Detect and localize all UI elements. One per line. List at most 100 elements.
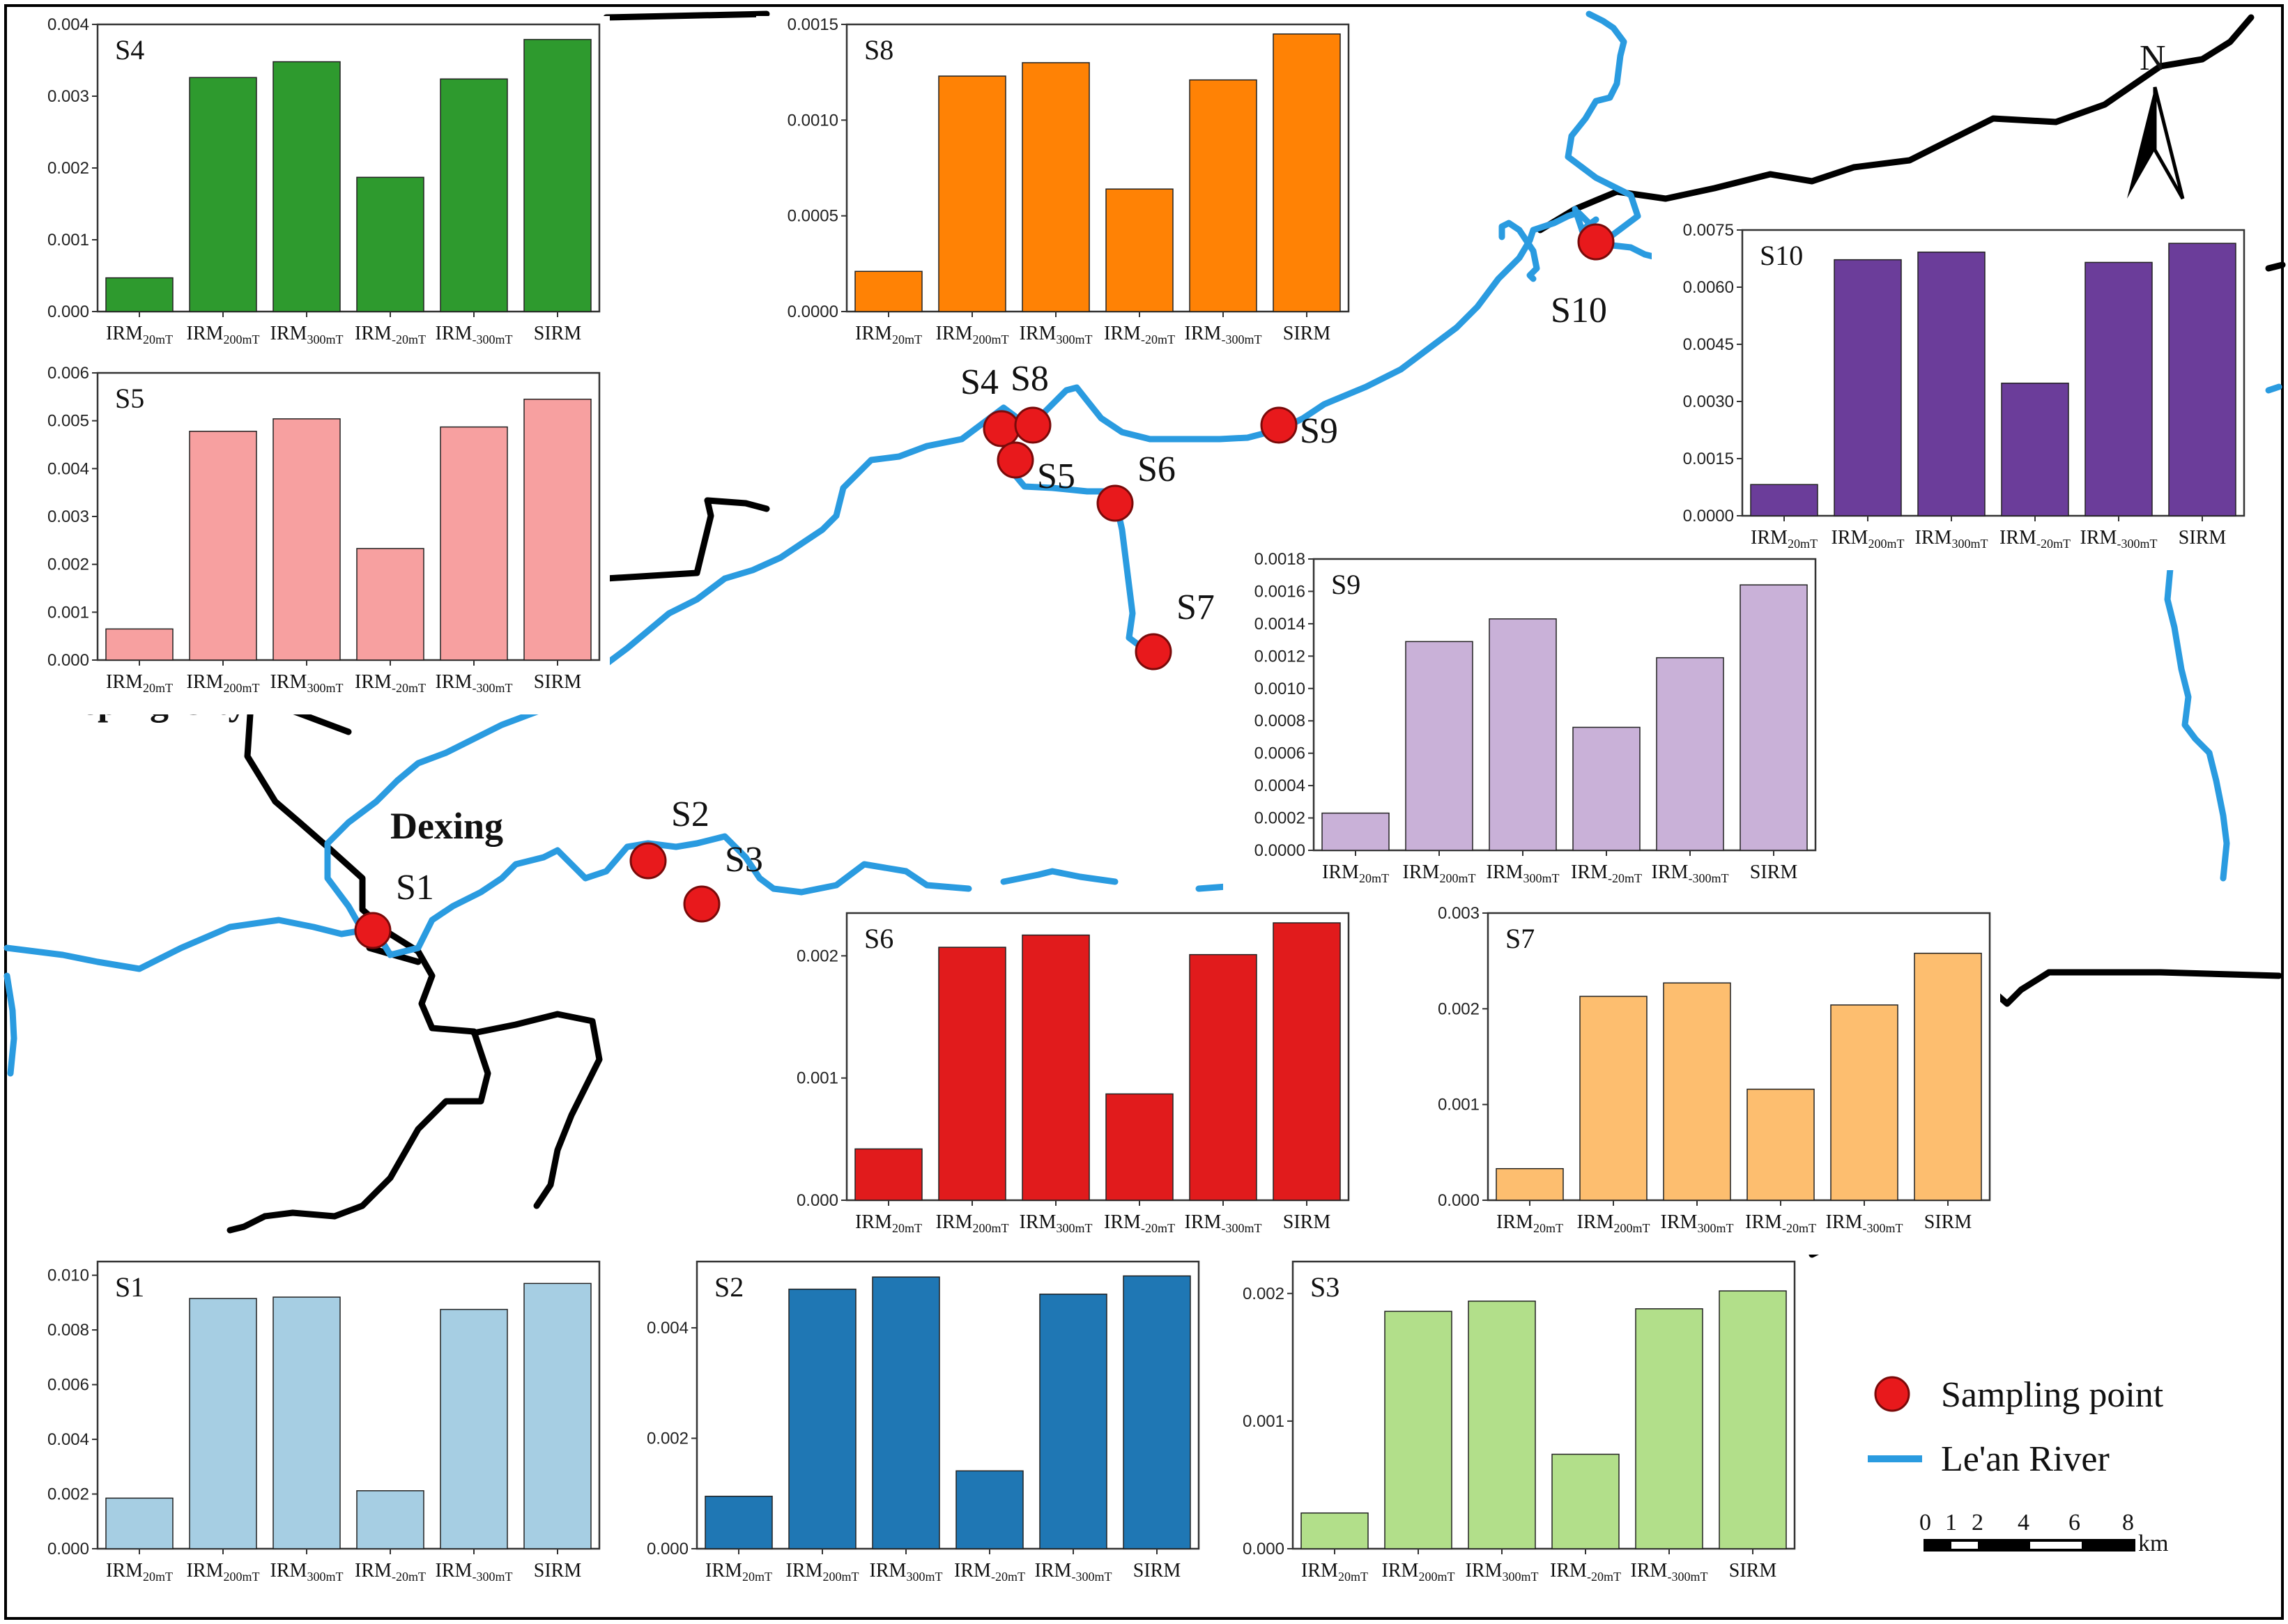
sampling-point-s4 — [983, 410, 1020, 447]
y-tick-label: 0.0006 — [1254, 744, 1305, 763]
bar-s10-4 — [2001, 383, 2069, 516]
x-tick-label: IRM200mT — [936, 323, 1009, 346]
city-label-dexing: Dexing — [390, 805, 503, 847]
x-tick-label: IRM20mT — [1496, 1211, 1563, 1235]
x-tick-label: IRM-20mT — [1745, 1211, 1816, 1235]
y-tick-label: 0.002 — [47, 556, 89, 574]
scale-tick-6: 6 — [2068, 1510, 2080, 1535]
y-tick-label: 0.001 — [47, 231, 89, 250]
y-tick-label: 0.006 — [47, 364, 89, 383]
chart-s6: S6 0.000 0.001 0.002 IRM20mT IRM200mT IRM300mT… — [756, 905, 1359, 1255]
x-tick-label: IRM200mT — [187, 1560, 260, 1584]
bar-s10-2 — [1834, 259, 1902, 516]
bar-s7-1 — [1496, 1167, 1564, 1201]
bar-s1-4 — [356, 1490, 424, 1549]
x-tick-label: IRM20mT — [855, 1211, 922, 1235]
scale-unit: km — [2138, 1531, 2168, 1556]
x-tick-label: IRM300mT — [1020, 323, 1093, 346]
x-tick-label: IRM-20mT — [1571, 861, 1642, 885]
bar-s10-5 — [2084, 261, 2153, 516]
bar-s4-2 — [189, 77, 257, 312]
bar-s1-1 — [105, 1497, 174, 1549]
bar-s5-5 — [440, 426, 508, 661]
y-tick-label: 0.0015 — [788, 15, 838, 34]
y-tick-label: 0.001 — [1438, 1096, 1480, 1114]
y-tick-label: 0.000 — [797, 1191, 838, 1210]
bar-s6-1 — [854, 1148, 923, 1201]
bar-s8-1 — [854, 270, 923, 312]
sampling-point-s5 — [997, 441, 1034, 479]
y-tick-label: 0.0000 — [1683, 507, 1734, 526]
x-tick-label: IRM-300mT — [1185, 323, 1262, 346]
chart-s5: S5 0.000 0.001 0.002 0.003 0.004 0.005 0.006 IRM… — [7, 364, 610, 714]
x-tick-label: IRM200mT — [936, 1211, 1009, 1235]
chart-title: S2 — [714, 1271, 744, 1303]
x-tick-label: SIRM — [1729, 1560, 1777, 1581]
y-tick-label: 0.002 — [47, 159, 89, 178]
sampling-point-s3 — [683, 885, 721, 923]
map-label-s1: S1 — [396, 868, 434, 907]
x-tick-label: SIRM — [534, 1560, 582, 1581]
map-label-s2: S2 — [671, 795, 709, 834]
chart-title: S3 — [1310, 1271, 1339, 1303]
y-tick-label: 0.0014 — [1254, 615, 1305, 634]
chart-title: S4 — [115, 34, 144, 66]
y-tick-label: 0.003 — [47, 87, 89, 106]
x-tick-label: IRM-300mT — [1826, 1211, 1903, 1235]
chart-s10: S10 0.0000 0.0015 0.0030 0.0045 0.0060 0.0075 I… — [1652, 221, 2255, 570]
bar-s7-6 — [1914, 952, 1982, 1201]
scale-tick-8: 8 — [2122, 1510, 2134, 1535]
bar-s8-2 — [938, 75, 1006, 312]
y-tick-label: 0.002 — [797, 947, 838, 965]
legend-point-icon — [1874, 1376, 1910, 1412]
north-label: N — [2140, 38, 2166, 78]
x-tick-label: IRM200mT — [786, 1560, 859, 1584]
chart-s2: S2 0.000 0.002 0.004 IRM20mT IRM200mT IRM300mT… — [606, 1253, 1209, 1603]
bar-s8-4 — [1105, 188, 1174, 312]
y-tick-label: 0.0015 — [1683, 450, 1734, 468]
plot-frame — [96, 1260, 601, 1550]
y-tick-label: 0.0060 — [1683, 278, 1734, 297]
sample-labels: S1 S2 S3 S4 S8 S5 S6 S7 S9 S10 — [396, 291, 1607, 907]
bar-s5-3 — [272, 418, 341, 661]
x-tick-label: IRM300mT — [1915, 527, 1988, 551]
y-tick-label: 0.0012 — [1254, 647, 1305, 666]
y-tick-label: 0.005 — [47, 412, 89, 431]
sampling-point-s1 — [354, 912, 392, 949]
bar-s2-3 — [872, 1276, 940, 1549]
y-tick-label: 0.000 — [647, 1540, 689, 1558]
bar-s4-5 — [440, 78, 508, 312]
x-tick-label: IRM20mT — [106, 1560, 173, 1584]
y-tick-label: 0.002 — [1243, 1285, 1284, 1303]
x-tick-label: IRM20mT — [705, 1560, 772, 1584]
bar-s3-5 — [1635, 1308, 1703, 1549]
bar-s9-6 — [1740, 584, 1808, 851]
x-tick-label: SIRM — [1750, 861, 1798, 883]
y-tick-label: 0.0010 — [788, 111, 838, 130]
bar-s7-4 — [1746, 1088, 1815, 1201]
y-tick-label: 0.000 — [47, 651, 89, 670]
x-tick-label: IRM-300mT — [436, 671, 513, 695]
sampling-point-s7 — [1135, 633, 1172, 671]
y-tick-label: 0.002 — [1438, 999, 1480, 1018]
x-tick-label: IRM-20mT — [355, 1560, 426, 1584]
x-tick-label: SIRM — [534, 323, 582, 344]
bar-s9-2 — [1405, 641, 1473, 851]
bar-s2-4 — [955, 1470, 1024, 1549]
y-tick-label: 0.001 — [1243, 1412, 1284, 1431]
bar-s6-5 — [1189, 953, 1257, 1201]
x-tick-label: IRM-300mT — [436, 323, 513, 346]
y-tick-label: 0.0008 — [1254, 712, 1305, 730]
x-tick-label: SIRM — [1283, 323, 1331, 344]
bar-s4-6 — [523, 38, 592, 312]
x-tick-label: SIRM — [1133, 1560, 1181, 1581]
y-tick-label: 0.0016 — [1254, 582, 1305, 601]
bar-s5-6 — [523, 399, 592, 661]
y-tick-label: 0.010 — [47, 1266, 89, 1285]
x-tick-label: IRM200mT — [1832, 527, 1905, 551]
x-tick-label: IRM200mT — [187, 323, 260, 346]
bar-s2-2 — [788, 1288, 857, 1549]
bar-s5-4 — [356, 548, 424, 661]
x-tick-label: IRM200mT — [1382, 1560, 1455, 1584]
